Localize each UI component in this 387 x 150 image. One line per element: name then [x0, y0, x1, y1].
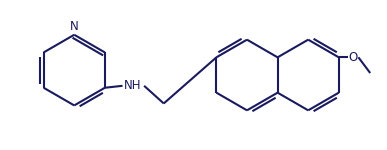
Text: N: N [70, 20, 79, 33]
Text: O: O [348, 51, 357, 64]
Text: NH: NH [123, 79, 141, 92]
